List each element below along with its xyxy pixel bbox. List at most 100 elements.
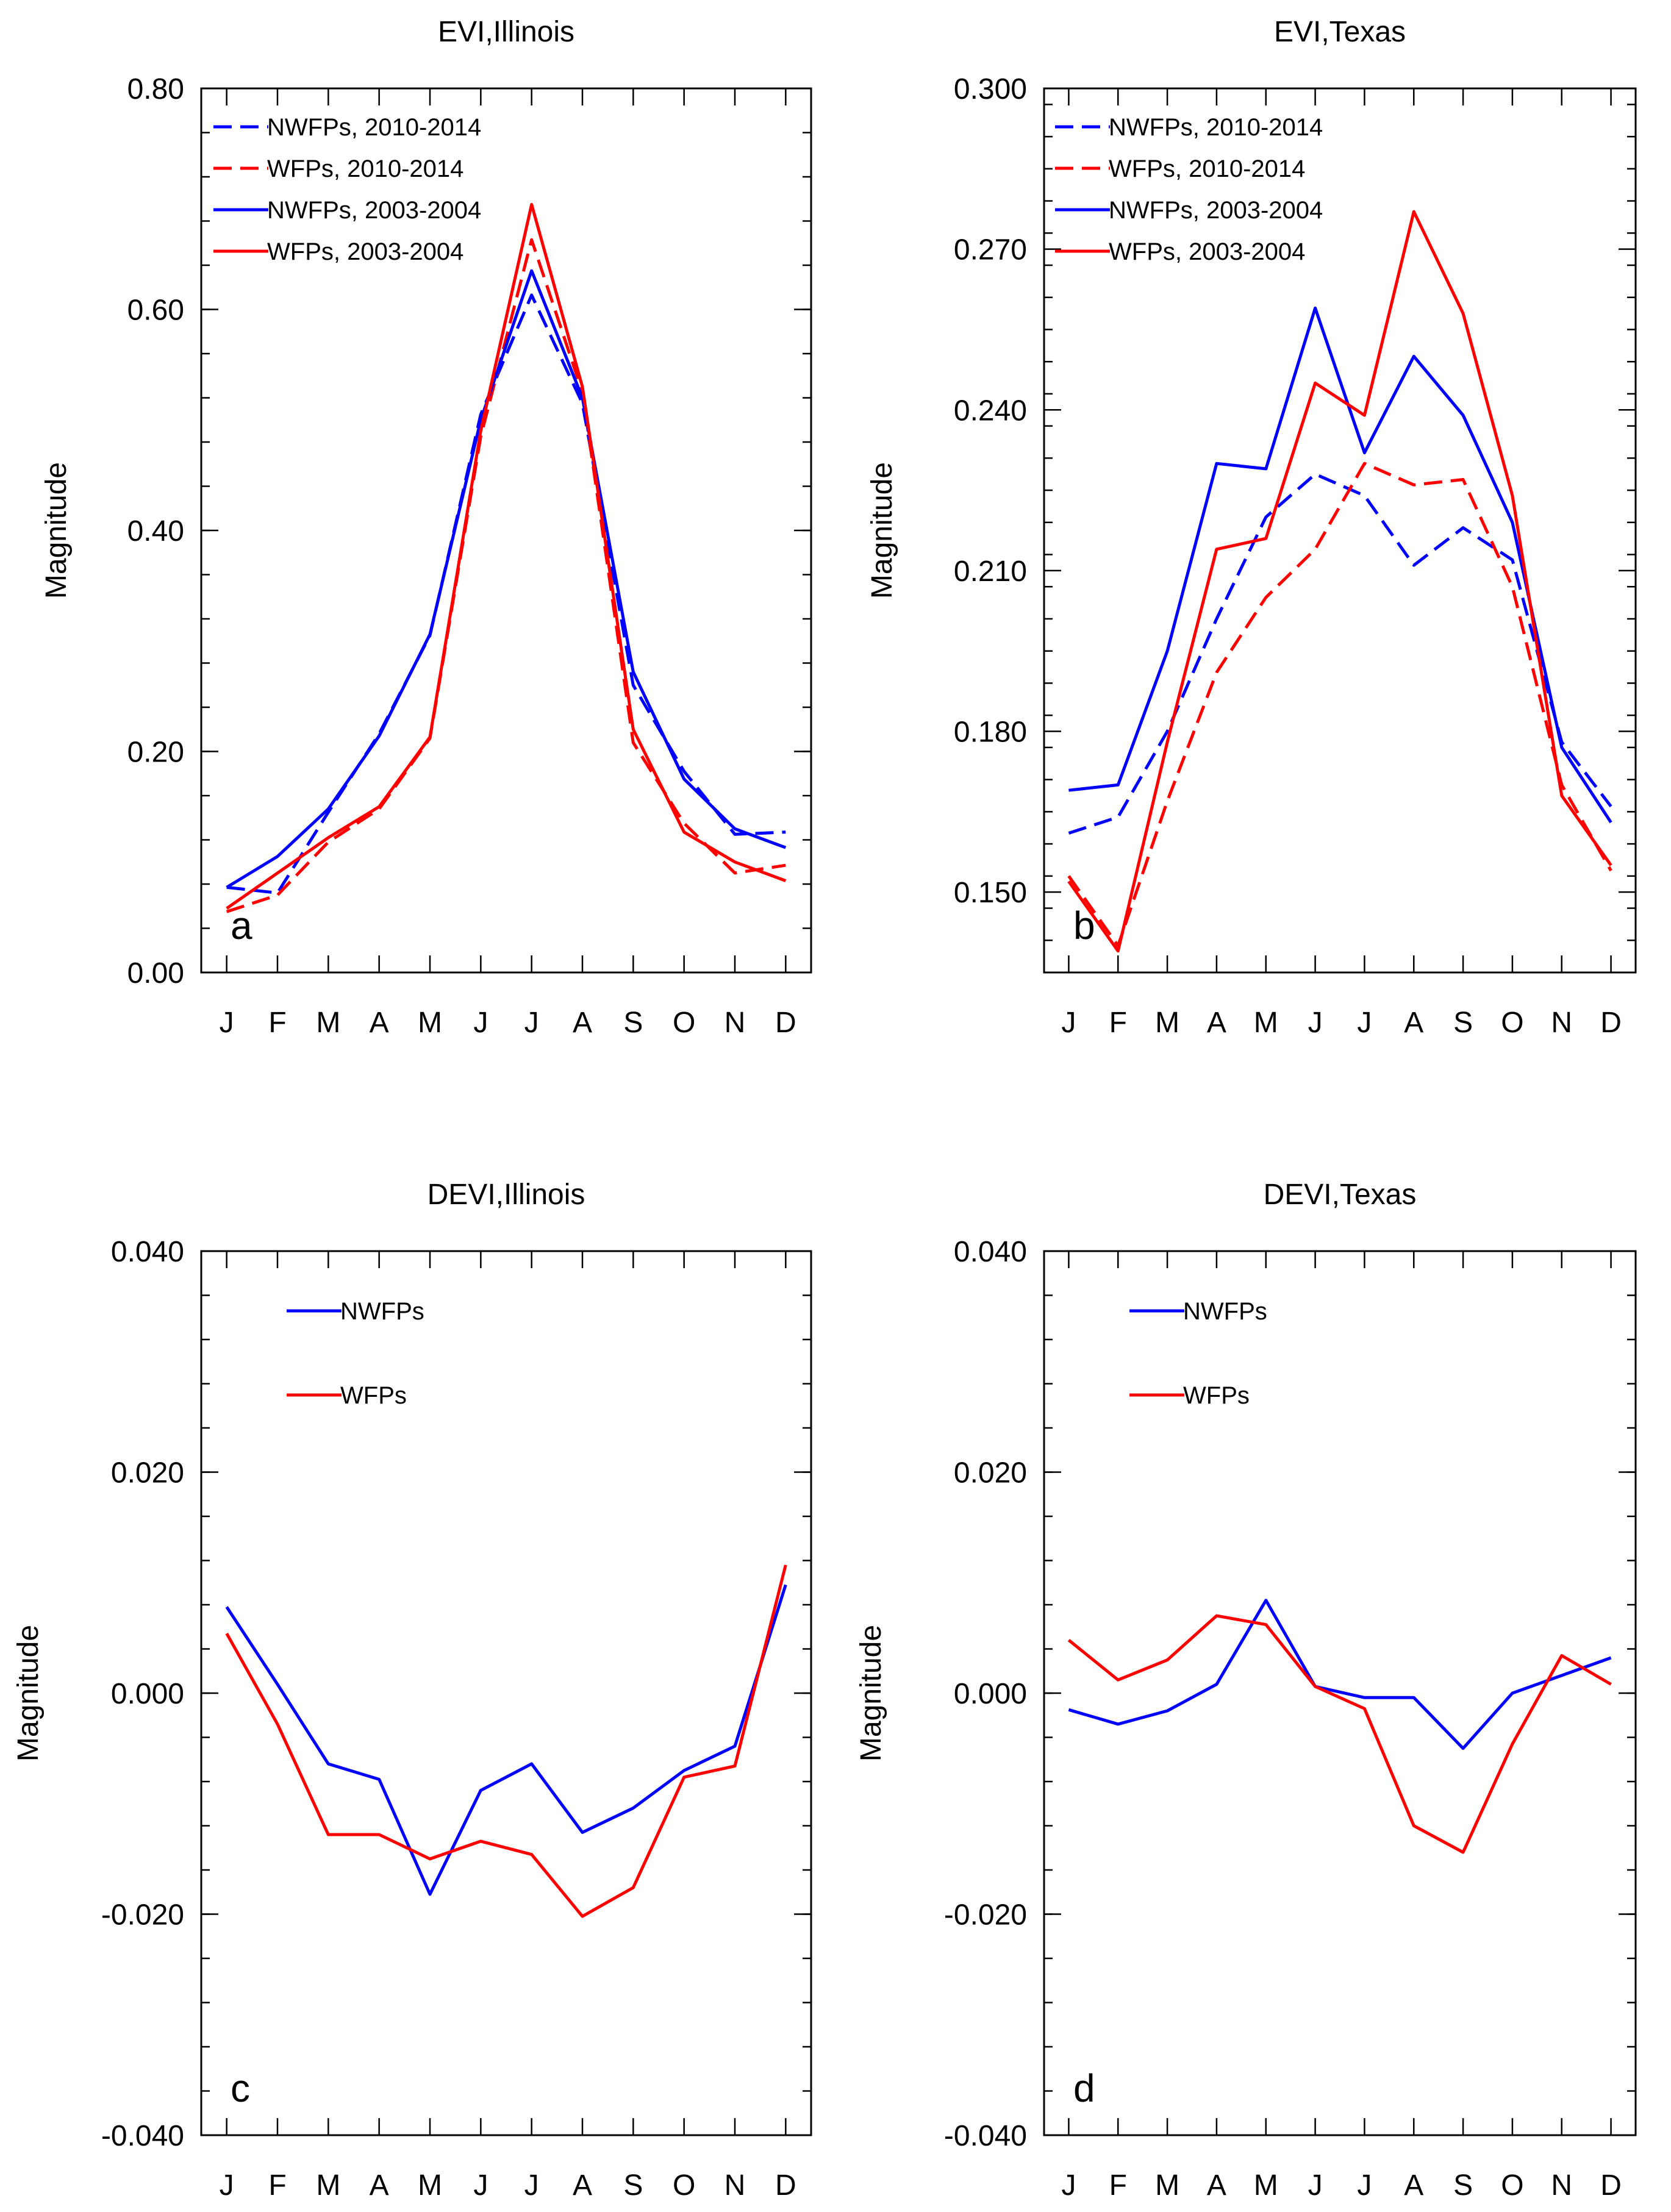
legend-label: WFPs xyxy=(1183,1382,1250,1409)
series-line xyxy=(1067,210,1612,953)
series-line xyxy=(226,202,787,910)
series-line xyxy=(1068,473,1612,835)
legend-label: NWFPs xyxy=(340,1298,424,1325)
y-tick-label: 0.000 xyxy=(111,1678,184,1710)
y-tick-label: 0.20 xyxy=(127,737,184,769)
series-line xyxy=(226,269,787,889)
y-tick-label: 0.40 xyxy=(127,515,184,548)
chart-panel-devi-texas: DEVI,Texas Magnitude -0.040 -0.020 0.000 0.… xyxy=(855,1179,1637,2202)
x-tick-label: A xyxy=(370,2169,389,2202)
y-tick-label: -0.040 xyxy=(101,2120,184,2152)
y-tick-label: 0.210 xyxy=(954,555,1027,588)
legend: NWFPs, 2010-2014 WFPs, 2010-2014 NWFPs, 20… xyxy=(213,114,481,265)
x-tick-label: J xyxy=(220,2169,234,2202)
plot-frame xyxy=(1043,1250,1637,2136)
y-tick-label: 0.020 xyxy=(111,1457,184,1490)
legend-label: NWFPs, 2010-2014 xyxy=(267,114,481,141)
y-axis-label: Magnitude xyxy=(12,1625,45,1761)
legend: NWFPs WFPs xyxy=(287,1298,424,1409)
x-tick-label: S xyxy=(1453,2169,1473,2202)
series-lines xyxy=(226,202,787,913)
x-tick-label: M xyxy=(1155,1007,1179,1039)
x-tick-label: F xyxy=(1109,2169,1127,2202)
plot-frame xyxy=(200,87,812,974)
series-lines xyxy=(225,1564,787,1918)
x-tick-label: J xyxy=(473,1007,488,1039)
y-tick-label: 0.270 xyxy=(954,234,1027,266)
chart-panel-devi-illinois: DEVI,Illinois Magnitude -0.040 -0.020 0.00… xyxy=(12,1179,812,2202)
series-lines xyxy=(1067,210,1612,953)
x-tick-label: A xyxy=(370,1007,389,1039)
x-tick-label: N xyxy=(725,1007,746,1039)
x-tick-label: J xyxy=(1308,1007,1323,1039)
x-tick-label: S xyxy=(1453,1007,1473,1039)
x-tick-label: D xyxy=(775,2169,796,2202)
x-tick-label: J xyxy=(1308,2169,1323,2202)
x-tick-label: A xyxy=(1404,2169,1423,2202)
legend-label: NWFPs xyxy=(1183,1298,1267,1325)
x-tick-label: A xyxy=(1404,1007,1423,1039)
series-line xyxy=(1067,1614,1612,1854)
y-tick-label: 0.000 xyxy=(954,1678,1027,1710)
x-tick-label: M xyxy=(1254,2169,1278,2202)
y-tick-label: 0.020 xyxy=(954,1457,1027,1490)
x-tick-label: M xyxy=(316,2169,340,2202)
y-tick-label: -0.020 xyxy=(101,1899,184,1932)
chart-title: EVI,Texas xyxy=(1274,16,1406,48)
series-line xyxy=(226,293,786,894)
legend-label: WFPs, 2010-2014 xyxy=(1109,155,1305,182)
x-tick-label: M xyxy=(1254,1007,1278,1039)
x-tick-label: F xyxy=(1109,1007,1127,1039)
chart-panel-evi-texas: EVI,Texas Magnitude 0.150 0.180 0.210 0.240… xyxy=(866,16,1637,1039)
series-line xyxy=(225,1584,787,1896)
x-tick-label: D xyxy=(1600,1007,1622,1039)
y-tick-label: 0.240 xyxy=(954,394,1027,427)
x-tick-label: A xyxy=(1207,1007,1226,1039)
y-tick-label: 0.150 xyxy=(954,877,1027,909)
y-tick-label: 0.80 xyxy=(127,73,184,105)
x-tick-label: A xyxy=(573,2169,592,2202)
axis-ticks: 0.000.200.400.600.80J F M A M J J A S O N D xyxy=(127,73,811,1039)
x-tick-label: S xyxy=(623,2169,643,2202)
series-line xyxy=(1068,1599,1612,1750)
y-tick-label: -0.020 xyxy=(944,1899,1027,1932)
y-tick-label: 0.180 xyxy=(954,716,1027,749)
x-tick-label: J xyxy=(1061,2169,1076,2202)
chart-panel-evi-illinois: EVI,Illinois Magnitude 0.00 0.20 0.40 0.60 0… xyxy=(40,16,812,1039)
chart-title: DEVI,Texas xyxy=(1264,1179,1417,1211)
series-line xyxy=(1068,306,1612,824)
plot-frame xyxy=(200,1250,812,2136)
chart-title: DEVI,Illinois xyxy=(428,1179,585,1211)
x-tick-label: S xyxy=(623,1007,643,1039)
x-tick-label: N xyxy=(725,2169,746,2202)
x-tick-label: O xyxy=(673,2169,695,2202)
series-line xyxy=(226,238,786,913)
y-axis-label: Magnitude xyxy=(40,462,73,599)
x-tick-label: M xyxy=(418,1007,442,1039)
x-tick-label: J xyxy=(1061,1007,1076,1039)
y-tick-label: 0.60 xyxy=(127,294,184,327)
x-tick-label: F xyxy=(268,1007,286,1039)
x-tick-label: N xyxy=(1551,1007,1572,1039)
x-tick-label: J xyxy=(524,2169,539,2202)
panel-letter: d xyxy=(1073,2066,1095,2110)
panel-letter: a xyxy=(231,904,252,947)
legend-label: NWFPs, 2010-2014 xyxy=(1109,114,1323,141)
legend: NWFPs WFPs xyxy=(1129,1298,1267,1409)
legend-label: WFPs, 2003-2004 xyxy=(267,238,463,265)
panel-letter: b xyxy=(1073,904,1095,947)
legend-label: NWFPs, 2003-2004 xyxy=(267,197,481,224)
x-tick-label: D xyxy=(1600,2169,1622,2202)
y-axis-label: Magnitude xyxy=(866,462,898,599)
y-tick-label: 0.040 xyxy=(954,1236,1027,1268)
plot-frame xyxy=(1043,87,1637,974)
legend-label: WFPs xyxy=(340,1382,407,1409)
x-tick-label: J xyxy=(1357,1007,1372,1039)
x-tick-label: A xyxy=(573,1007,592,1039)
x-tick-label: O xyxy=(1501,2169,1523,2202)
y-tick-label: 0.040 xyxy=(111,1236,184,1268)
